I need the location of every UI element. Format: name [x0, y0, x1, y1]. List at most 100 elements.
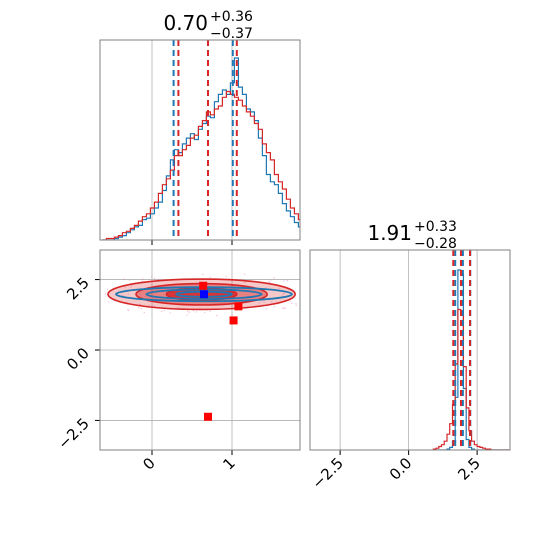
- tick-label-y: 0.0: [63, 344, 93, 374]
- scatter-point: [311, 291, 312, 292]
- scatter-point: [123, 278, 125, 280]
- scatter-point: [122, 294, 124, 297]
- contour-group: [100, 273, 316, 421]
- contour-2d-frame: [99, 249, 301, 451]
- scatter-point: [243, 281, 246, 284]
- tick-label-x: 1: [219, 454, 238, 473]
- scatter-point: [203, 311, 206, 314]
- scatter-point: [315, 296, 316, 297]
- scatter-point: [295, 304, 297, 307]
- marker-red: [234, 302, 243, 311]
- marker-red: [199, 281, 208, 290]
- scatter-point: [225, 275, 227, 278]
- scatter-point: [127, 293, 129, 295]
- scatter-point: [283, 307, 285, 309]
- scatter-point: [188, 311, 190, 313]
- scatter-point: [127, 309, 129, 311]
- tick-label-x: 2.5: [454, 454, 484, 484]
- histogram-y-panel: −2.5 0.0 2.5 1.91 +0.33−0.28: [308, 219, 511, 493]
- scatter-point: [186, 310, 189, 312]
- scatter-point: [286, 279, 289, 282]
- scatter-point: [177, 307, 179, 309]
- scatter-point: [104, 293, 107, 295]
- scatter-point: [271, 301, 273, 303]
- histogram-y-series-blue: [433, 269, 510, 450]
- marker-blue: [200, 290, 208, 299]
- scatter-point: [312, 293, 313, 294]
- histogram-y-title-lower-error: −0.28: [414, 236, 457, 252]
- scatter-point: [202, 273, 204, 276]
- scatter-point: [313, 294, 314, 295]
- scatter-point: [269, 281, 271, 283]
- scatter-point: [295, 303, 297, 305]
- marker-red: [204, 412, 212, 421]
- scatter-point: [163, 309, 166, 311]
- scatter-point: [258, 302, 260, 304]
- scatter-point: [108, 301, 110, 303]
- scatter-point: [195, 311, 198, 313]
- scatter-point: [289, 300, 291, 302]
- histogram-x-panel: 0.70 +0.36−0.37: [99, 9, 301, 245]
- tick-label-x: 0.0: [386, 454, 416, 484]
- tick-label-x: −2.5: [308, 454, 346, 492]
- histogram-x-frame: [99, 39, 301, 241]
- scatter-point: [124, 286, 127, 288]
- scatter-point: [279, 287, 281, 290]
- histogram-x-series-red: [102, 90, 300, 240]
- scatter-point: [140, 308, 143, 310]
- scatter-point: [301, 287, 302, 288]
- scatter-point: [216, 314, 218, 317]
- scatter-point: [282, 307, 284, 309]
- scatter-point: [157, 278, 160, 281]
- histogram-x-title-value: 0.70: [163, 11, 208, 35]
- scatter-point: [283, 280, 285, 282]
- scatter-point: [273, 277, 275, 279]
- scatter-point: [263, 301, 265, 303]
- tick-label-y: 2.5: [63, 274, 93, 304]
- contour-2d-panel: 0 1 −2.5 0.0 2.5: [54, 249, 316, 474]
- scatter-point: [244, 273, 246, 275]
- scatter-point: [231, 313, 233, 316]
- scatter-point: [283, 292, 285, 294]
- scatter-point: [153, 305, 155, 307]
- scatter-point: [270, 279, 272, 281]
- scatter-point: [169, 312, 171, 314]
- histogram-x-title-upper-error: +0.36: [210, 9, 253, 25]
- histogram-x-series-blue: [102, 57, 300, 240]
- scatter-point: [143, 311, 145, 314]
- histogram-y-series-group: [432, 269, 510, 450]
- scatter-point: [142, 278, 144, 280]
- scatter-point: [192, 309, 195, 312]
- scatter-point: [291, 302, 293, 304]
- histogram-y-title-value: 1.91: [367, 221, 412, 245]
- scatter-point: [265, 307, 268, 310]
- scatter-point: [151, 276, 153, 278]
- scatter-point: [282, 293, 284, 296]
- scatter-point: [209, 276, 211, 278]
- histogram-y-title-upper-error: +0.33: [414, 219, 457, 235]
- tick-label-x: 0: [139, 454, 158, 473]
- scatter-point: [209, 310, 211, 312]
- tick-label-y: −2.5: [54, 415, 92, 453]
- histogram-x-series-group: [102, 57, 300, 240]
- scatter-point: [128, 309, 130, 312]
- scatter-point: [128, 279, 131, 281]
- scatter-point: [153, 277, 156, 280]
- histogram-x-title: 0.70 +0.36−0.37: [163, 9, 253, 42]
- scatter-point: [106, 288, 109, 290]
- histogram-y-series-red: [432, 308, 510, 450]
- scatter-point: [186, 314, 188, 316]
- scatter-point: [264, 287, 267, 289]
- scatter-point: [314, 295, 315, 296]
- histogram-y-title: 1.91 +0.33−0.28: [367, 219, 456, 252]
- marker-red: [229, 316, 238, 325]
- histogram-y-frame: [309, 249, 511, 451]
- histogram-x-title-lower-error: −0.37: [210, 26, 253, 42]
- scatter-point: [138, 307, 140, 309]
- scatter-point: [268, 281, 270, 283]
- scatter-point: [130, 286, 132, 288]
- scatter-point: [284, 307, 286, 309]
- scatter-point: [161, 310, 163, 313]
- scatter-point: [273, 305, 276, 307]
